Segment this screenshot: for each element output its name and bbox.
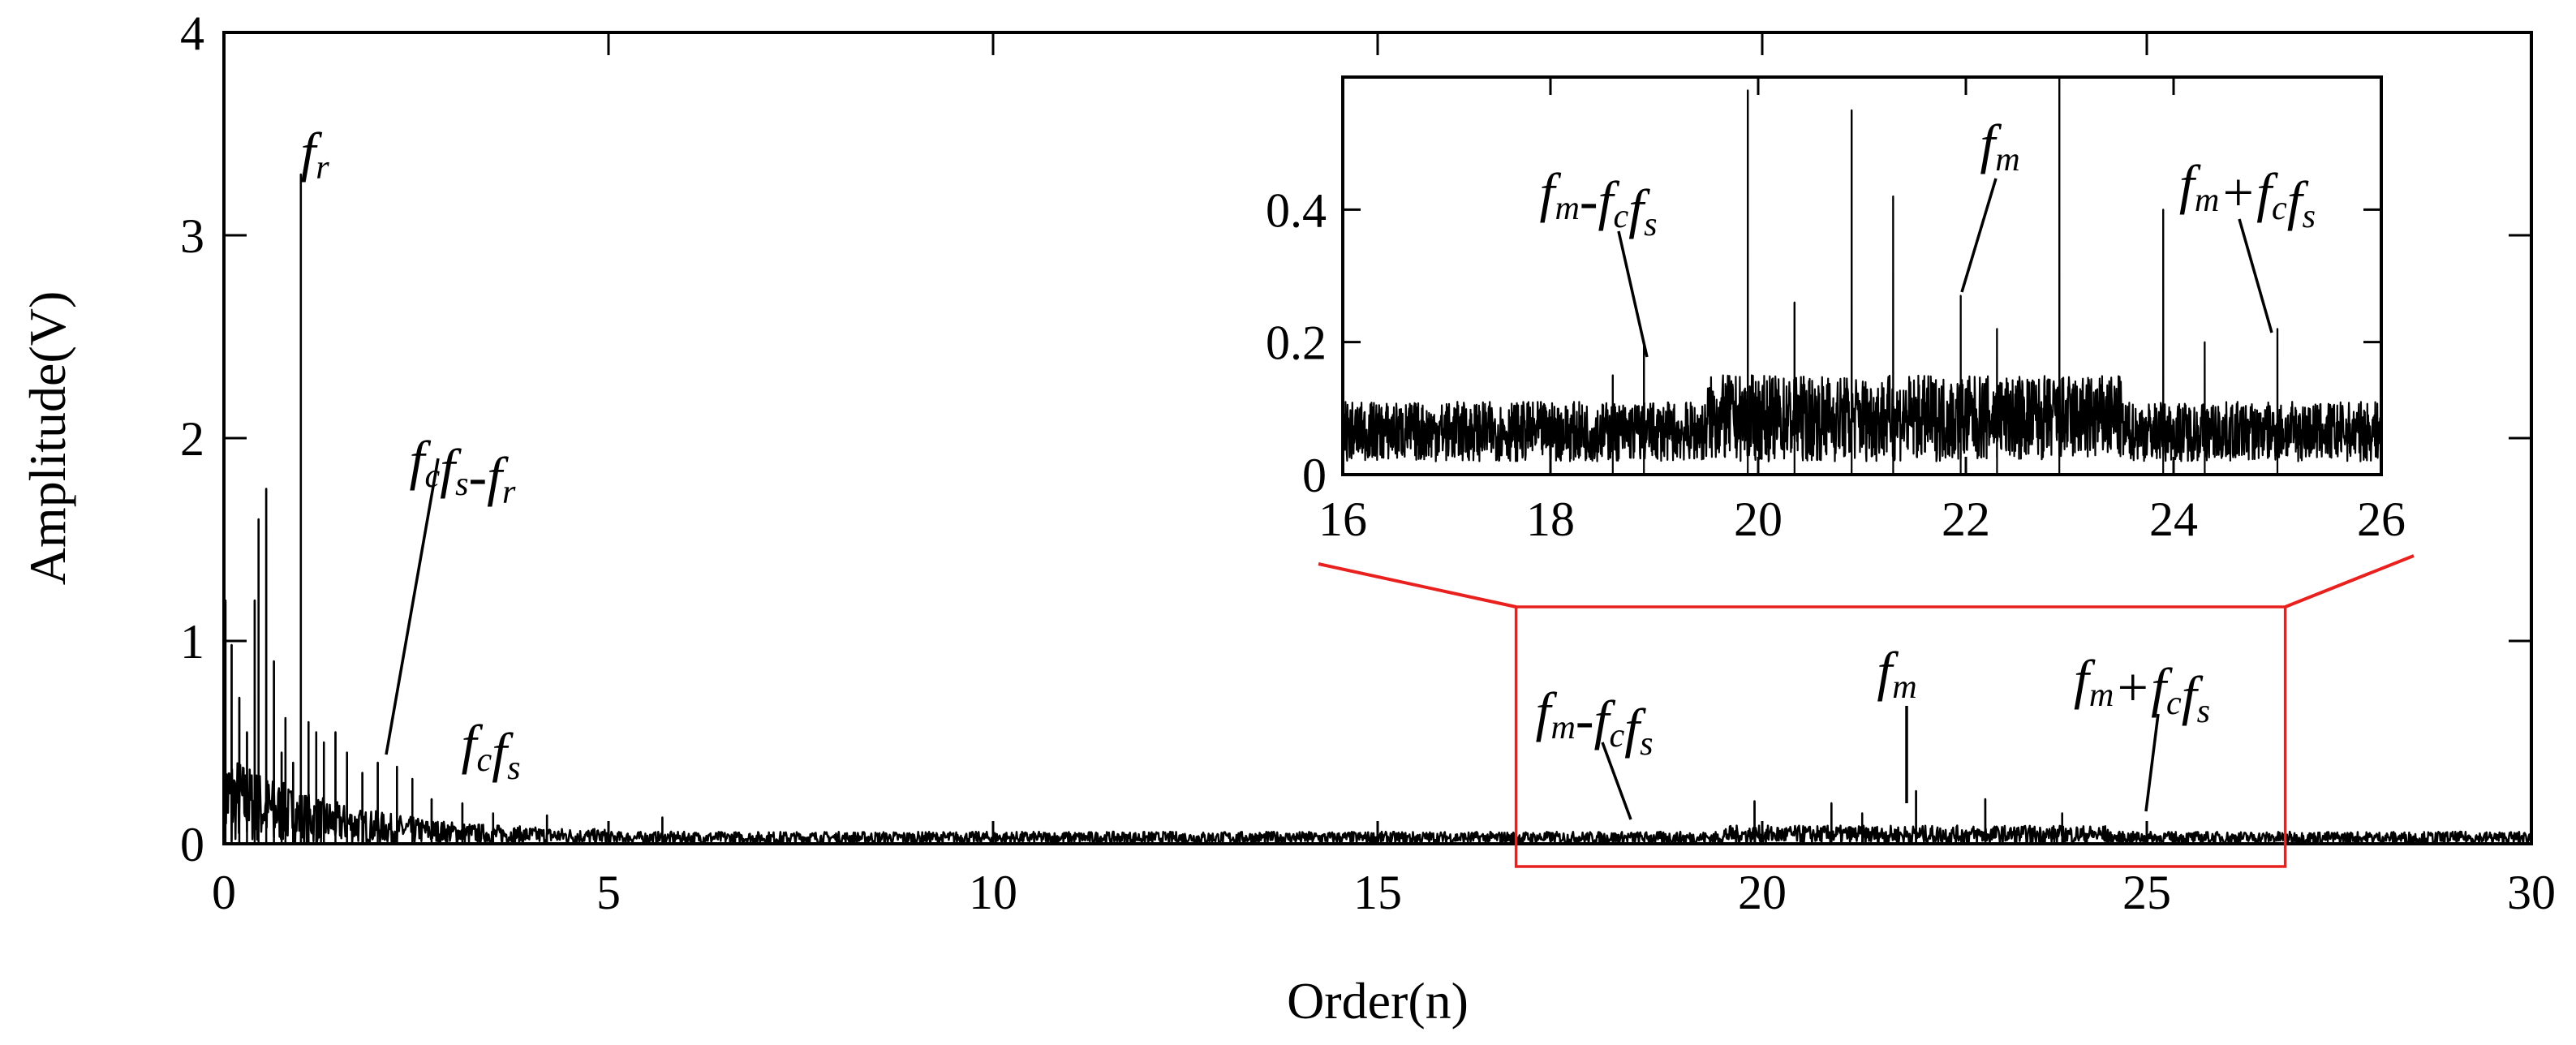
inset-x-tick-label: 24 (2149, 492, 2198, 546)
main-x-tick-label: 20 (1738, 866, 1787, 919)
annotation-subscript: r (502, 473, 516, 511)
annotation-label: fm+fcfs (2074, 648, 2210, 730)
annotation-subscript: c (1613, 197, 1628, 235)
annotation-label: fm-fcfs (1540, 161, 1658, 243)
annotation-text: -f (1580, 170, 1620, 231)
annotation-subscript: s (1644, 205, 1657, 243)
main-x-tick-label: 30 (2507, 866, 2556, 919)
annotation-subscript: s (2197, 692, 2210, 730)
annotation-subscript: s (455, 465, 468, 503)
annotation-pointer (1617, 230, 1649, 358)
inset-frame (1341, 75, 2383, 476)
inset-y-tick-label: 0 (1302, 449, 1327, 502)
annotation-subscript: c (476, 741, 492, 779)
main-x-tick-label: 0 (212, 866, 236, 919)
y-axis-title: Amplitude(V) (19, 291, 76, 586)
main-y-tick-label: 3 (180, 209, 204, 263)
annotation-subscript: m (1892, 668, 1916, 706)
main-x-tick-label: 5 (596, 866, 621, 919)
annotation-label: fm-fcfs (1536, 681, 1654, 763)
annotation-pointer (1960, 178, 1998, 293)
annotation-subscript: s (2303, 197, 2316, 235)
annotation-pointer (1601, 742, 1632, 820)
main-signal-line (222, 173, 2533, 845)
inset-y-tick-label: 0.2 (1266, 316, 1327, 370)
zoom-callout (1318, 554, 2415, 868)
main-x-tick-label: 10 (969, 866, 1017, 919)
annotation-subscript: s (507, 749, 520, 787)
annotation-subscript: s (1640, 725, 1653, 763)
annotation-pointer (2144, 713, 2160, 812)
zoom-connector-right (2284, 554, 2415, 609)
annotation-subscript: r (316, 148, 329, 187)
annotation-label: fcfs (462, 713, 521, 787)
inset-x-tick-label: 18 (1526, 492, 1575, 546)
inset-signal-line (1341, 75, 2383, 462)
annotation-text: +f (2219, 161, 2278, 223)
main-y-tick-label: 2 (180, 412, 204, 466)
inset-x-tick-label: 26 (2357, 492, 2406, 546)
main-y-tick-label: 0 (180, 818, 204, 871)
annotation-text: +f (2114, 656, 2173, 718)
annotation-pointer (2238, 218, 2273, 333)
main-x-tick-label: 25 (2122, 866, 2171, 919)
annotation-subscript: c (1609, 716, 1624, 755)
annotation-subscript: c (2166, 684, 2182, 722)
annotation-subscript: m (2089, 676, 2114, 714)
inset-x-tick-label: 20 (1734, 492, 1783, 546)
zoom-connector-left (1318, 562, 1517, 609)
annotation-text: -f (468, 445, 509, 507)
x-axis-title: Order(n) (1287, 972, 1469, 1030)
annotation-subscript: m (2195, 181, 2219, 219)
annotation-label: fr (300, 121, 329, 187)
annotation-subscript: m (1550, 708, 1575, 746)
inset-x-tick-label: 22 (1942, 492, 1990, 546)
annotation-label: fm (1877, 640, 1916, 706)
zoom-region-box (1514, 605, 2287, 868)
main-y-tick-label: 4 (180, 6, 204, 60)
main-y-tick-label: 1 (180, 615, 204, 669)
annotation-subscript: m (1555, 189, 1579, 227)
annotation-subscript: c (2272, 189, 2287, 227)
main-x-tick-label: 15 (1353, 866, 1402, 919)
annotation-subscript: m (1995, 140, 2019, 178)
annotation-label: fcfs-fr (410, 429, 516, 511)
inset-x-tick-label: 16 (1318, 492, 1367, 546)
annotation-text: -f (1576, 689, 1616, 750)
inset-y-tick-label: 0.4 (1266, 183, 1327, 237)
annotation-pointer (385, 458, 440, 755)
